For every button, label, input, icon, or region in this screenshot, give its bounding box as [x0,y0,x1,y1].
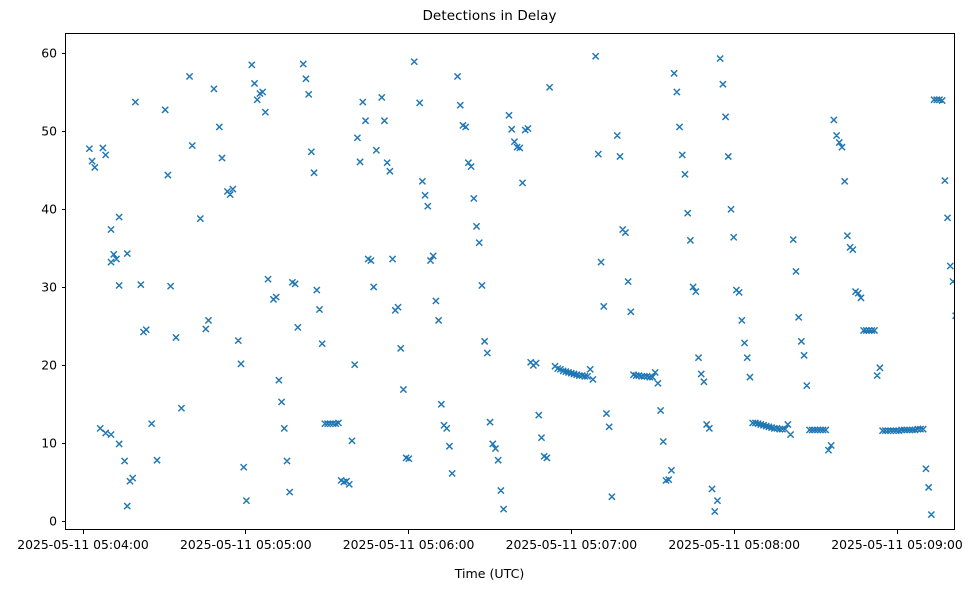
y-tick-label: 60 [41,45,57,61]
y-tick-mark [61,208,65,210]
x-tick-label: 2025-05-11 05:08:00 [668,537,800,552]
y-tick-mark [61,364,65,366]
plot-area [65,33,955,530]
x-tick-mark [733,530,735,534]
y-tick-label: 30 [41,279,57,295]
x-tick-label: 2025-05-11 05:07:00 [505,537,638,552]
y-tick-label: 0 [49,513,57,529]
x-tick-mark [82,530,84,534]
x-tick-mark [570,530,572,534]
y-tick-label: 50 [41,123,57,139]
x-tick-label: 2025-05-11 05:04:00 [17,537,149,552]
y-tick-label: 20 [41,357,57,373]
y-tick-mark [61,286,65,288]
y-tick-label: 10 [41,435,57,451]
x-tick-mark [408,530,410,534]
x-tick-mark [245,530,247,534]
scatter-plot-canvas [85,52,954,519]
x-axis-label: Time (UTC) [454,566,525,581]
x-tick-label: 2025-05-11 05:05:00 [179,537,312,552]
y-tick-mark [61,442,65,444]
x-tick-label: 2025-05-11 05:09:00 [831,537,963,552]
scatter-markers [85,52,954,519]
x-tick-mark [896,530,898,534]
y-tick-mark [61,52,65,54]
y-tick-mark [61,130,65,132]
y-tick-mark [61,520,65,522]
x-tick-label: 2025-05-11 05:06:00 [342,537,475,552]
chart-title: Detections in Delay [422,8,557,24]
y-tick-label: 40 [41,201,57,217]
